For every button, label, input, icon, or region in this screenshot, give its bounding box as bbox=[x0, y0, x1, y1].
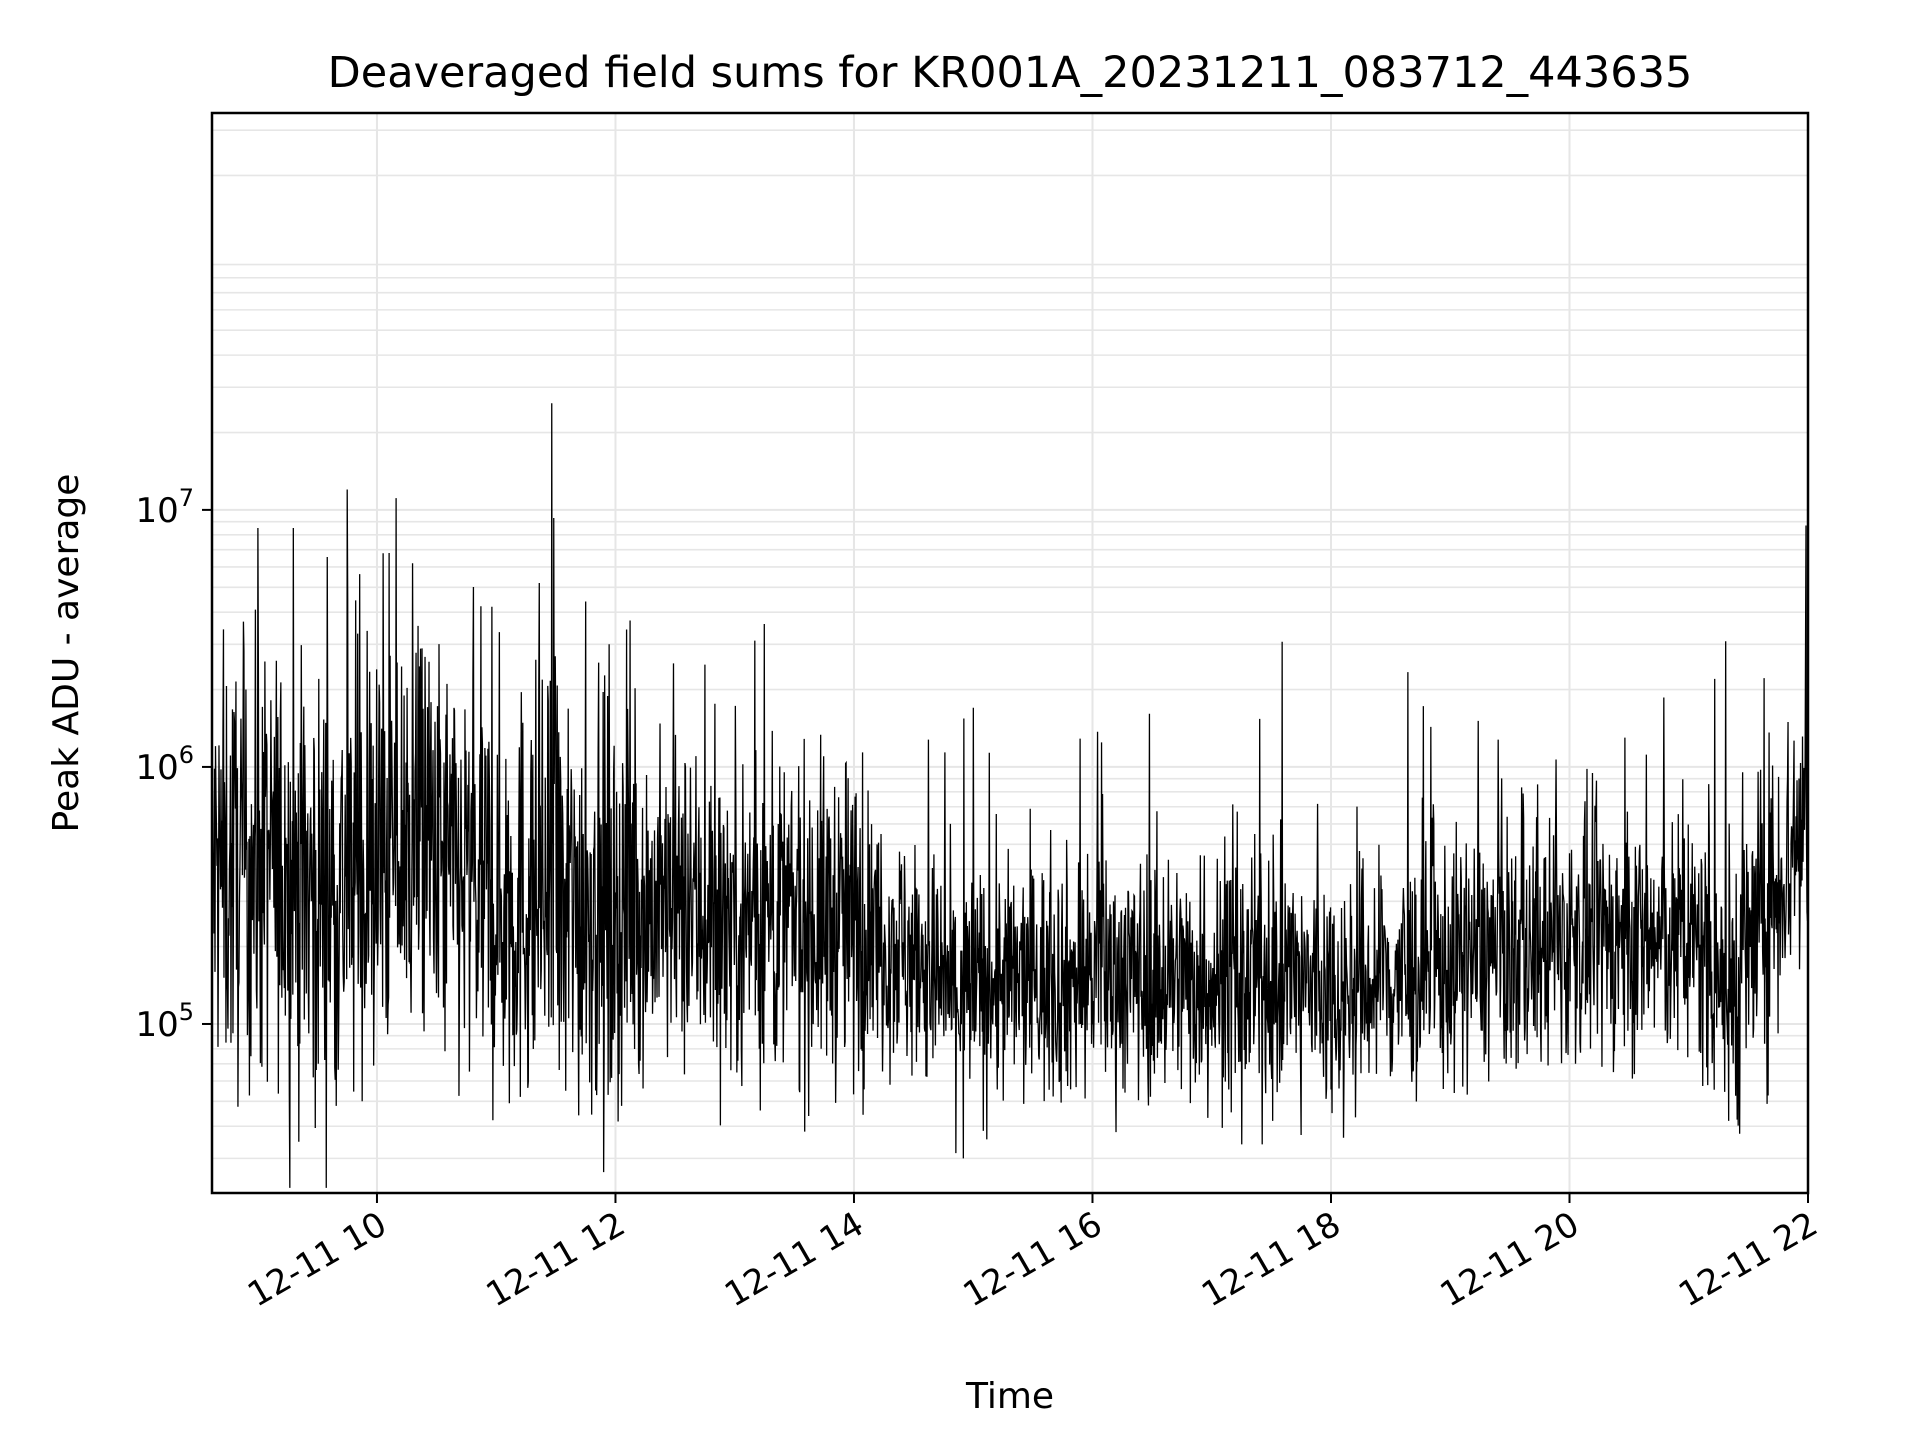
y-tick-base: 10 bbox=[135, 491, 178, 531]
y-tick-base: 10 bbox=[135, 748, 178, 788]
x-axis-title: Time bbox=[965, 1376, 1054, 1417]
y-tick-exponent: 5 bbox=[179, 998, 194, 1026]
y-tick-exponent: 6 bbox=[179, 741, 194, 769]
series-group bbox=[211, 403, 1809, 1188]
y-tick-base: 10 bbox=[135, 1005, 178, 1045]
plot-frame bbox=[210, 111, 1810, 1195]
chart-title: Deaveraged field sums for KR001A_2023121… bbox=[328, 48, 1693, 98]
y-tick-label: 106 bbox=[135, 741, 194, 788]
y-tick-label: 105 bbox=[135, 998, 194, 1045]
y-axis-title: Peak ADU - average bbox=[46, 474, 87, 833]
y-tick-exponent: 7 bbox=[179, 484, 194, 512]
y-tick-label: 107 bbox=[135, 484, 194, 531]
series-line bbox=[211, 403, 1809, 1188]
